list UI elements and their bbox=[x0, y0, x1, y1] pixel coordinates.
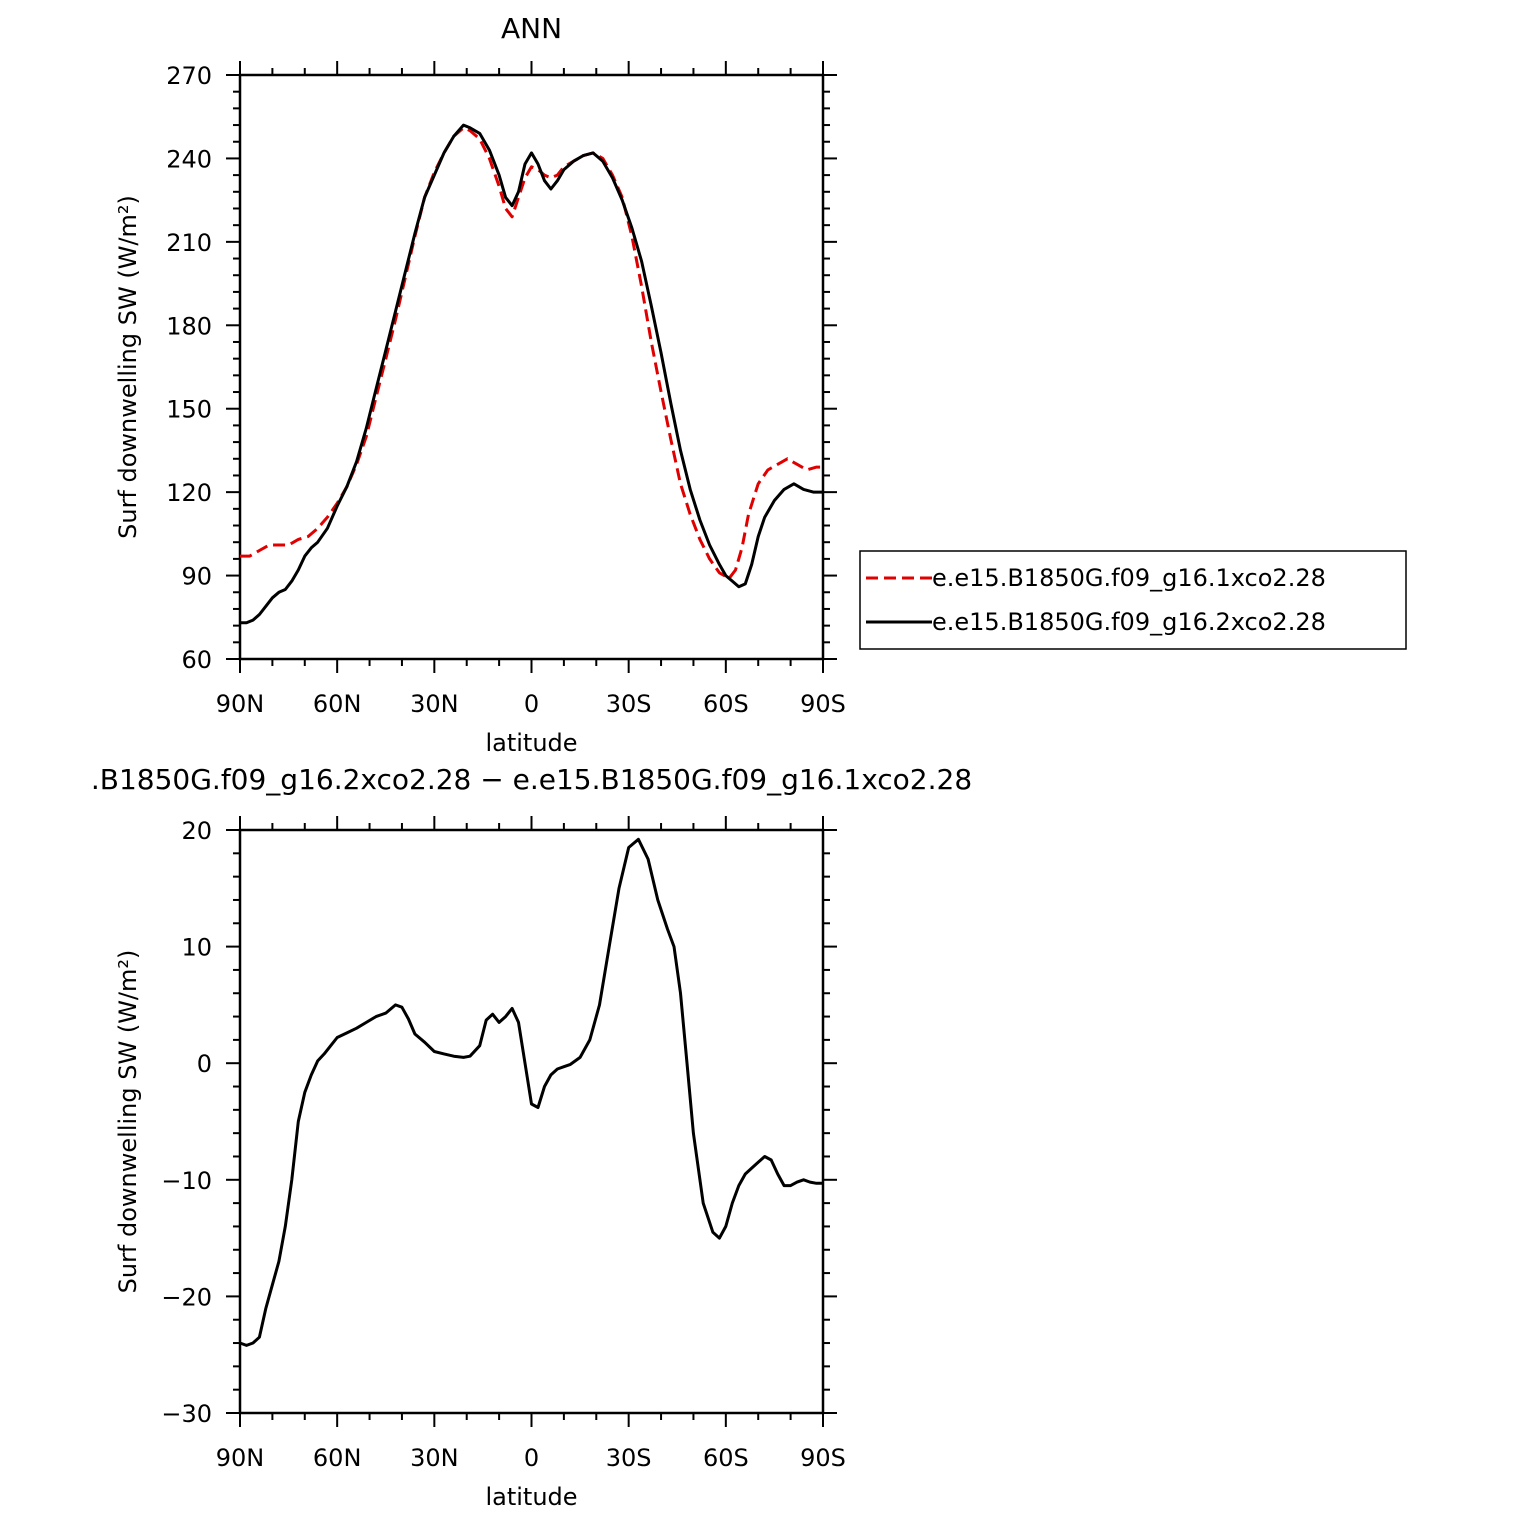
y-tick-label: −20 bbox=[161, 1283, 212, 1311]
series-line-2 bbox=[240, 123, 823, 625]
x-tick-label: 60N bbox=[313, 690, 362, 718]
y-tick-label: −10 bbox=[161, 1167, 212, 1195]
chart-title: ANN bbox=[501, 12, 562, 45]
x-axis-label: latitude bbox=[485, 1483, 577, 1511]
y-tick-label: 0 bbox=[197, 1050, 212, 1078]
legend: e.e15.B1850G.f09_g16.1xco2.28 e.e15.B1850… bbox=[859, 550, 1407, 650]
y-tick-label: 120 bbox=[166, 479, 212, 507]
chart-panel-2: .B1850G.f09_g16.2xco2.28 − e.e15.B1850G.… bbox=[91, 763, 972, 1511]
x-tick-label: 90N bbox=[216, 690, 265, 718]
y-tick-label: −30 bbox=[161, 1400, 212, 1428]
x-tick-label: 30N bbox=[410, 690, 459, 718]
y-tick-label: 20 bbox=[181, 817, 212, 845]
y-tick-label: 150 bbox=[166, 396, 212, 424]
y-tick-label: 90 bbox=[181, 563, 212, 591]
series-line-1 bbox=[240, 126, 823, 580]
plot-frame bbox=[238, 828, 825, 1415]
y-tick-label: 60 bbox=[181, 646, 212, 674]
legend-label-1: e.e15.B1850G.f09_g16.1xco2.28 bbox=[932, 564, 1326, 592]
y-axis-label: Surf downwelling SW (W/m²) bbox=[114, 195, 142, 539]
legend-label-2: e.e15.B1850G.f09_g16.2xco2.28 bbox=[932, 608, 1326, 636]
x-tick-label: 0 bbox=[524, 690, 539, 718]
y-axis-label: Surf downwelling SW (W/m²) bbox=[114, 950, 142, 1294]
chart-title: .B1850G.f09_g16.2xco2.28 − e.e15.B1850G.… bbox=[91, 763, 972, 796]
x-tick-label: 90S bbox=[800, 1444, 846, 1472]
x-tick-label: 0 bbox=[524, 1444, 539, 1472]
y-tick-label: 180 bbox=[166, 312, 212, 340]
x-tick-label: 60S bbox=[703, 690, 749, 718]
legend-box bbox=[859, 550, 1407, 650]
x-tick-label: 30S bbox=[606, 1444, 652, 1472]
x-tick-label: 60N bbox=[313, 1444, 362, 1472]
x-tick-label: 60S bbox=[703, 1444, 749, 1472]
y-tick-label: 270 bbox=[166, 62, 212, 90]
y-tick-label: 10 bbox=[181, 934, 212, 962]
series-line-1 bbox=[239, 837, 823, 1347]
y-tick-label: 240 bbox=[166, 145, 212, 173]
y-tick-label: 210 bbox=[166, 229, 212, 257]
x-axis-label: latitude bbox=[485, 729, 577, 757]
x-tick-label: 30S bbox=[606, 690, 652, 718]
chart-panel-1: ANN 90N 60N 30N 0 30S 60S 90S 60 90 120 150 180 210 24… bbox=[114, 12, 1407, 757]
x-tick-label: 90N bbox=[216, 1444, 265, 1472]
x-tick-label: 90S bbox=[800, 690, 846, 718]
x-tick-label: 30N bbox=[410, 1444, 459, 1472]
